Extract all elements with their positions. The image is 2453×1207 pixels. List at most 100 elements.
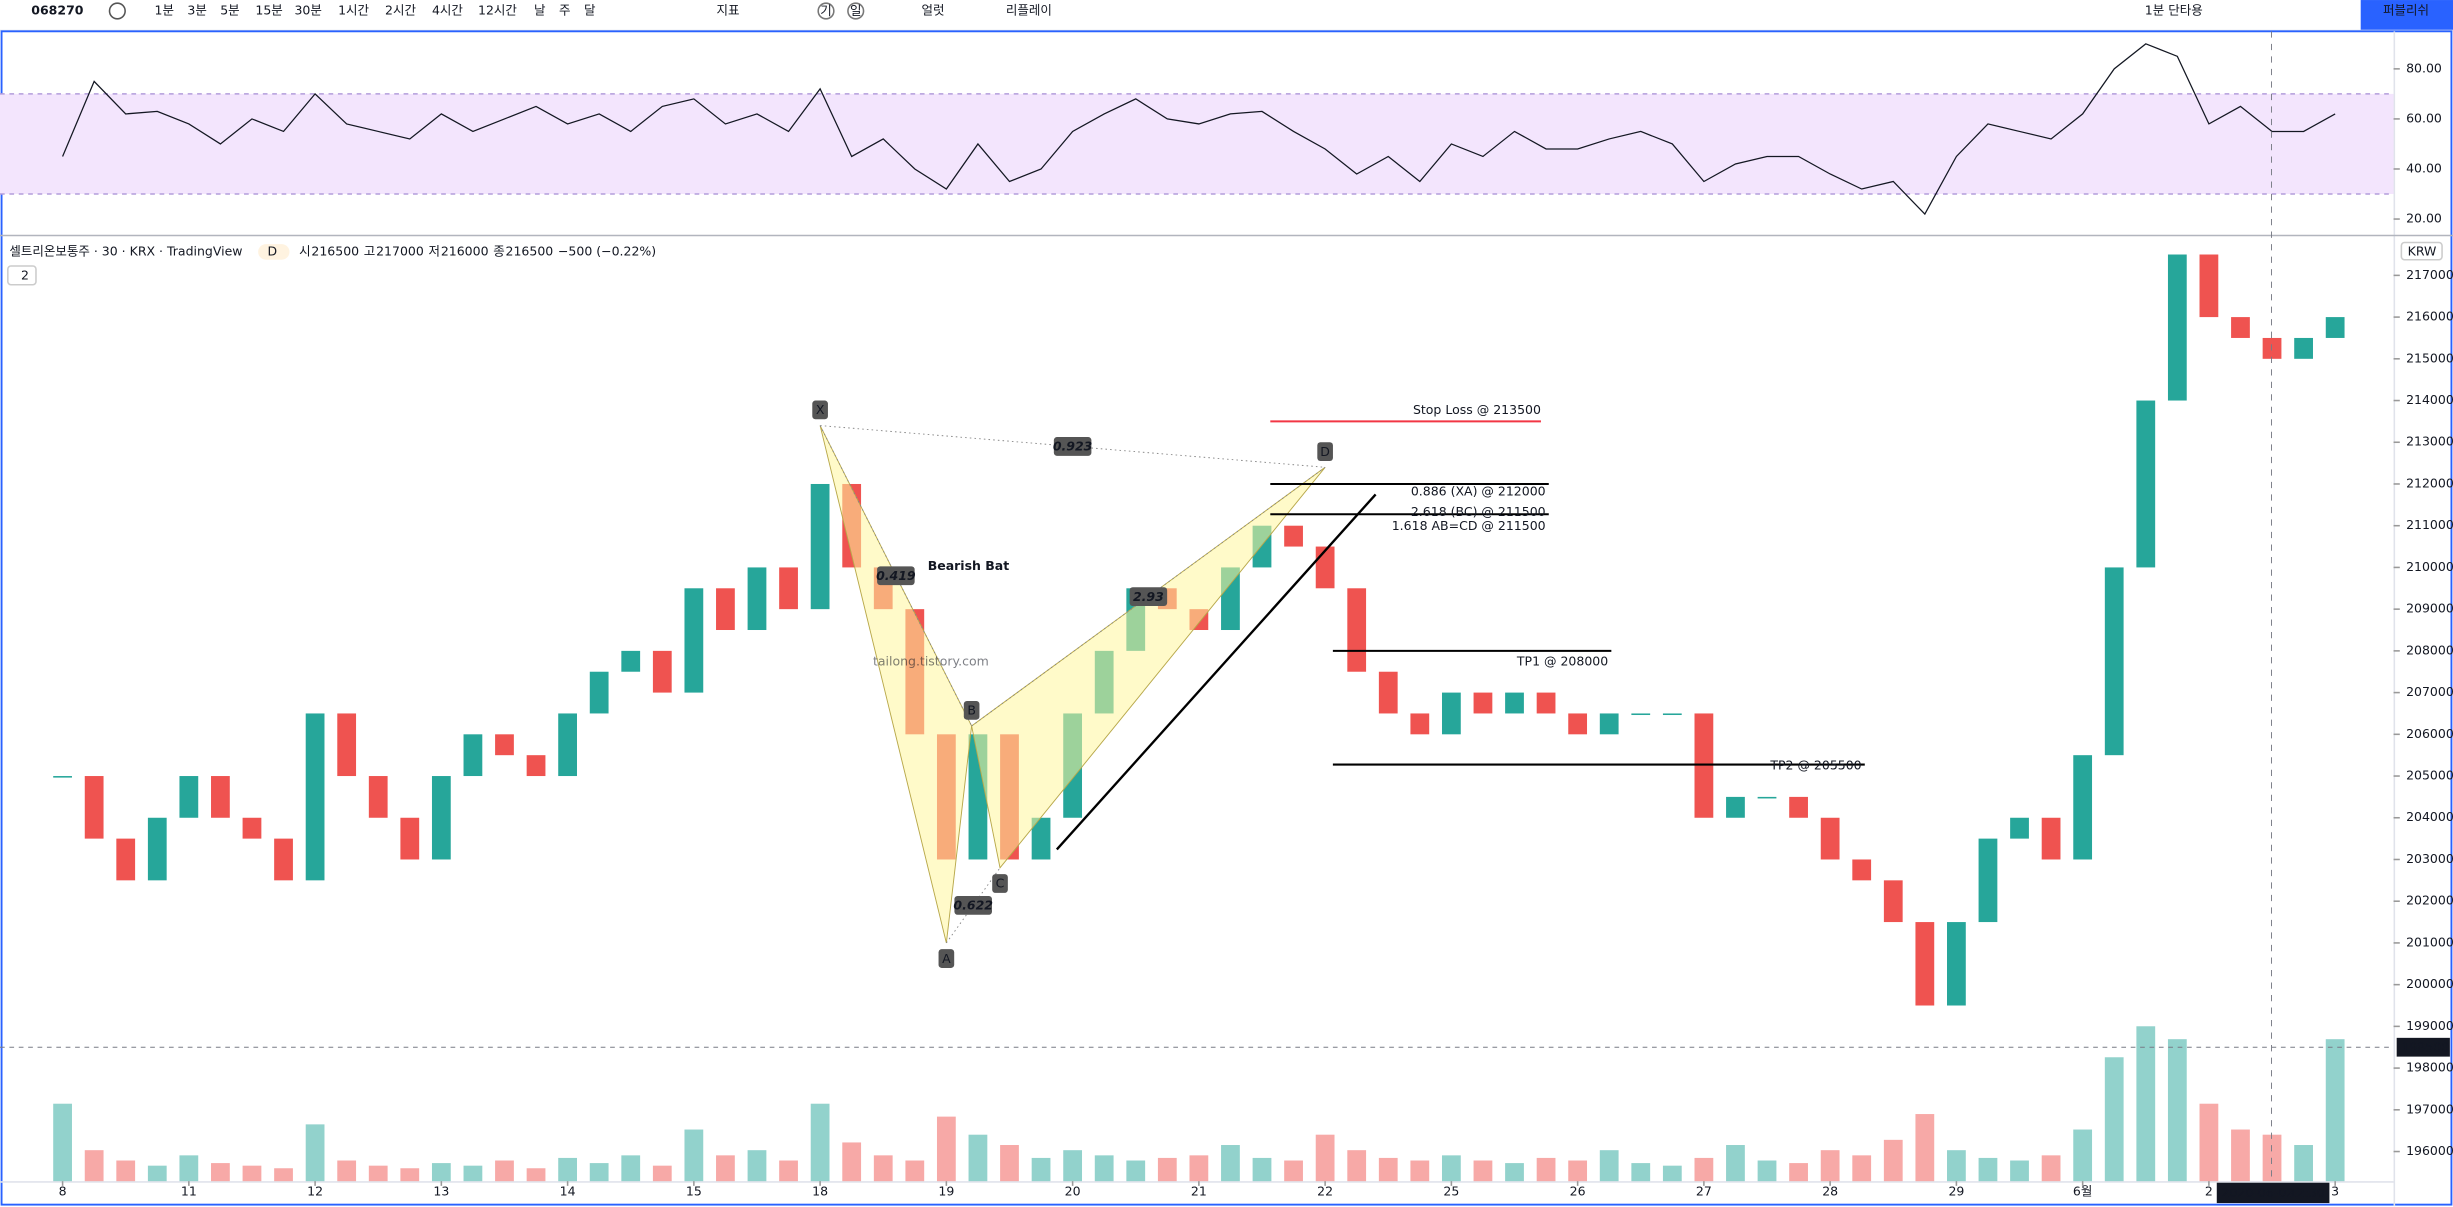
candle-body xyxy=(179,776,199,818)
price-tick-label: 215000 xyxy=(2406,350,2453,365)
candle-body xyxy=(1378,671,1398,714)
volume-bar xyxy=(274,1168,293,1182)
candle-body xyxy=(2325,317,2345,338)
volume-bar xyxy=(905,1160,925,1182)
price-tick-label: 211000 xyxy=(2406,517,2453,532)
candle-body xyxy=(2262,337,2282,359)
indicators-button[interactable]: 지표 xyxy=(717,2,740,17)
interval-button[interactable]: 1시간 xyxy=(338,2,369,17)
interval-button[interactable]: 30분 xyxy=(294,2,321,17)
time-tick-label: 13 xyxy=(433,1184,449,1199)
volume-bar xyxy=(2167,1039,2187,1182)
level-label: TP1 @ 208000 xyxy=(1516,653,1608,668)
candle-body xyxy=(1284,525,1303,547)
icon-label[interactable]: 기 xyxy=(820,3,832,18)
time-tick-label: 18 xyxy=(812,1184,828,1199)
icon-circle[interactable] xyxy=(817,2,835,20)
candle-body xyxy=(1694,713,1714,818)
alert-button[interactable]: 얼럿 xyxy=(921,2,944,17)
candle-body xyxy=(1599,713,1619,735)
icon-label[interactable]: 일 xyxy=(850,3,862,18)
icon-circle[interactable] xyxy=(847,2,865,20)
price-tick-label: 200000 xyxy=(2406,976,2453,991)
interval-button[interactable]: 1분 xyxy=(155,2,174,17)
rsi-band xyxy=(0,93,2394,195)
volume-bar xyxy=(968,1134,988,1182)
price-tick-label: 208000 xyxy=(2406,642,2453,657)
time-tick-label: 3 xyxy=(2331,1184,2339,1199)
candle-body xyxy=(652,650,672,693)
currency-label[interactable]: KRW xyxy=(2408,243,2437,258)
time-tick-label: 19 xyxy=(938,1184,954,1199)
crosshair-time: 12:30 xyxy=(2289,1185,2325,1200)
volume-bar xyxy=(463,1165,483,1182)
volume-bar xyxy=(400,1168,420,1182)
candle-body xyxy=(274,838,293,881)
volume-bar xyxy=(1221,1145,1240,1182)
volume-bar xyxy=(1473,1160,1493,1182)
ratio-label: 0.419 xyxy=(876,568,916,583)
ohlc-label: 저 xyxy=(429,243,441,258)
layout-button[interactable]: 1분 단타용 xyxy=(2145,2,2203,17)
ohlc-value: 216500 xyxy=(311,243,359,258)
time-tick-label: 15 xyxy=(686,1184,702,1199)
volume-bar xyxy=(2104,1057,2124,1182)
candle-body xyxy=(589,671,609,714)
watermark: tailong.tistory.com xyxy=(873,653,989,668)
volume-bar xyxy=(873,1155,893,1182)
candle-body xyxy=(747,567,767,631)
candle-body xyxy=(1947,922,1966,1006)
volume-bar xyxy=(1568,1160,1588,1182)
interval-button[interactable]: 12시간 xyxy=(478,2,517,17)
candle-body xyxy=(1915,922,1935,1006)
volume-bar xyxy=(1631,1163,1651,1182)
volume-bar xyxy=(84,1150,104,1182)
price-tick-label: 207000 xyxy=(2406,684,2453,699)
candle-body xyxy=(84,776,104,839)
symbol[interactable]: 068270 xyxy=(31,2,83,17)
volume-bar xyxy=(147,1165,167,1182)
publish-button[interactable] xyxy=(2360,0,2453,30)
interval-button[interactable]: 15분 xyxy=(255,2,282,17)
volume-bar xyxy=(2325,1039,2345,1182)
interval-button[interactable]: 날 xyxy=(534,2,546,17)
replay-button[interactable]: 리플레이 xyxy=(1006,2,1052,17)
price-tick-label: 205000 xyxy=(2406,768,2453,783)
volume-bar xyxy=(842,1142,862,1182)
interval-button[interactable]: 5분 xyxy=(220,2,239,17)
trendline xyxy=(1055,493,1377,851)
pattern-point-label: B xyxy=(967,703,976,718)
volume-bar xyxy=(1063,1150,1083,1182)
currency-box[interactable] xyxy=(2400,241,2443,261)
level-label: 0.886 (XA) @ 212000 xyxy=(1411,483,1546,498)
compare-icon[interactable] xyxy=(108,2,126,20)
ratio-label: 0.622 xyxy=(953,898,993,913)
price-tick-label: 214000 xyxy=(2406,392,2453,407)
candle-body xyxy=(2231,317,2250,338)
time-tick-label: 29 xyxy=(1948,1184,1964,1199)
ratio-label: 0.923 xyxy=(1053,439,1093,454)
rsi-tick-label: 40.00 xyxy=(2406,160,2442,175)
candle-body xyxy=(1473,692,1493,714)
interval-button[interactable]: 달 xyxy=(584,2,596,17)
volume-bar xyxy=(116,1160,136,1182)
volume-bar xyxy=(1378,1157,1398,1182)
interval-button[interactable]: 2시간 xyxy=(385,2,416,17)
interval-button[interactable]: 4시간 xyxy=(432,2,463,17)
volume-bar xyxy=(1284,1160,1303,1182)
interval-button[interactable]: 3분 xyxy=(187,2,206,17)
volume-bar xyxy=(1726,1145,1745,1182)
volume-bar xyxy=(1000,1145,1019,1182)
candle-body xyxy=(1347,588,1367,672)
pane-count-box[interactable] xyxy=(7,265,37,286)
candle-body xyxy=(2136,400,2156,568)
interval-button[interactable]: 주 xyxy=(559,2,571,17)
publish-label[interactable]: 퍼블리쉬 xyxy=(2383,2,2429,17)
pane-count[interactable]: 2 xyxy=(21,268,29,283)
volume-bar xyxy=(1094,1155,1114,1182)
pattern-point-label: X xyxy=(816,402,825,417)
volume-bar xyxy=(716,1155,735,1182)
volume-bar xyxy=(368,1165,388,1182)
